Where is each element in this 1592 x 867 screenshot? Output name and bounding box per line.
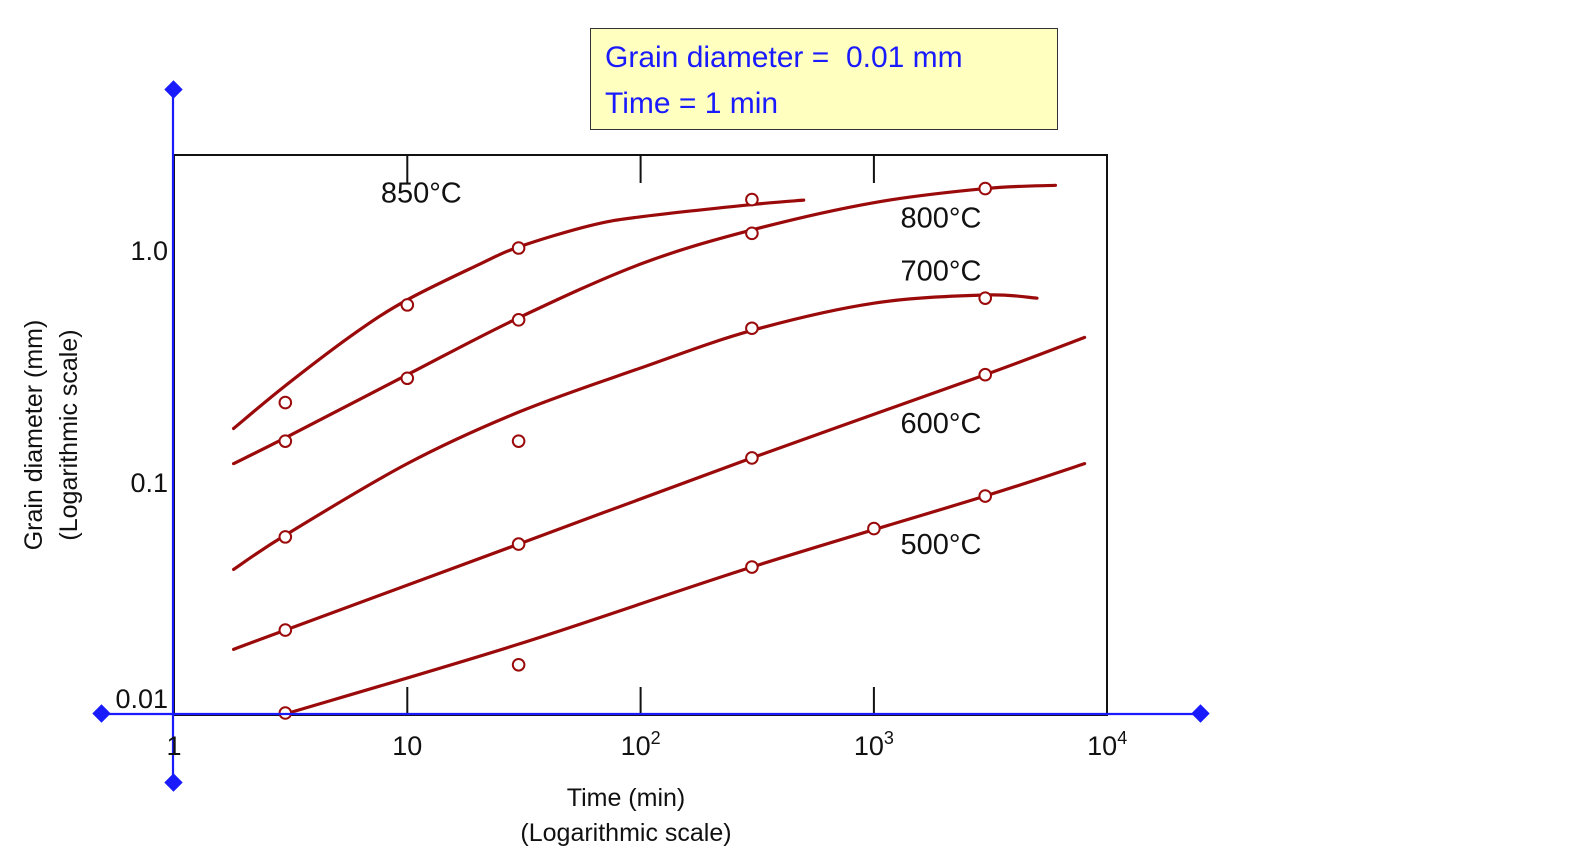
x-tick-labels: 1 10 102 103 104 bbox=[166, 728, 1127, 761]
data-point-700c-2 bbox=[745, 321, 759, 336]
x-tick-label-4: 104 bbox=[1087, 728, 1127, 761]
data-point-600c-1 bbox=[511, 537, 526, 551]
data-point-850c-0 bbox=[278, 395, 293, 410]
curve-700c bbox=[231, 293, 1039, 572]
y-tick-label-2: 1.0 bbox=[130, 236, 168, 266]
y-tick-label-0: 0.01 bbox=[115, 684, 168, 714]
series-labels: 850°C 800°C 700°C 600°C 500°C bbox=[381, 178, 982, 561]
x-tick-label-0: 1 bbox=[166, 731, 181, 761]
series-label-500c: 500°C bbox=[900, 529, 981, 561]
curve-600c bbox=[231, 335, 1087, 651]
data-point-500c-4 bbox=[978, 489, 993, 503]
series-label-700c: 700°C bbox=[900, 255, 981, 287]
cursor-readout-tooltip: Grain diameter = 0.01 mm Time = 1 min bbox=[590, 28, 1058, 130]
x-tick-label-2: 102 bbox=[621, 728, 661, 761]
cursor-handle-top[interactable] bbox=[164, 80, 183, 99]
y-tick-labels: 0.01 0.1 1.0 bbox=[115, 236, 168, 714]
cursor-handle-left[interactable] bbox=[92, 704, 111, 723]
series-points bbox=[278, 181, 993, 720]
data-point-500c-1 bbox=[511, 657, 526, 672]
data-point-600c-2 bbox=[745, 451, 759, 465]
data-point-800c-3 bbox=[745, 226, 759, 241]
series-label-600c: 600°C bbox=[900, 408, 981, 440]
cursor-handle-right[interactable] bbox=[1191, 704, 1210, 723]
data-point-600c-0 bbox=[278, 623, 293, 637]
y-tick-label-1: 0.1 bbox=[130, 468, 168, 498]
frame-ticks bbox=[406, 155, 875, 714]
curve-800c bbox=[231, 183, 1058, 466]
data-point-850c-1 bbox=[400, 298, 415, 312]
x-axis-subtitle: (Logarithmic scale) bbox=[520, 819, 731, 847]
x-tick-label-1: 10 bbox=[392, 731, 422, 761]
data-point-800c-0 bbox=[278, 434, 293, 448]
series-label-850c: 850°C bbox=[381, 178, 462, 210]
data-point-700c-1 bbox=[511, 434, 526, 448]
readout-grain-diameter: Grain diameter = 0.01 mm bbox=[605, 41, 963, 74]
data-point-500c-3 bbox=[867, 521, 881, 536]
data-point-700c-3 bbox=[978, 291, 993, 305]
data-point-850c-2 bbox=[511, 241, 526, 255]
readout-time: Time = 1 min bbox=[605, 87, 779, 120]
data-point-800c-4 bbox=[978, 181, 993, 196]
curve-850c bbox=[231, 198, 806, 431]
data-point-800c-2 bbox=[511, 313, 526, 327]
x-tick-label-3: 103 bbox=[854, 728, 894, 761]
data-point-850c-3 bbox=[745, 192, 759, 207]
cursor-handle-bottom[interactable] bbox=[164, 773, 183, 792]
y-axis-subtitle: (Logarithmic scale) bbox=[55, 329, 83, 540]
data-point-800c-1 bbox=[400, 371, 415, 386]
data-point-700c-0 bbox=[278, 530, 293, 544]
series-label-800c: 800°C bbox=[900, 203, 981, 235]
y-axis-title: Grain diameter (mm) bbox=[20, 320, 48, 551]
data-point-500c-2 bbox=[745, 560, 759, 574]
x-axis-title: Time (min) bbox=[567, 784, 686, 812]
data-point-600c-3 bbox=[978, 367, 993, 382]
curve-500c bbox=[283, 462, 1087, 716]
